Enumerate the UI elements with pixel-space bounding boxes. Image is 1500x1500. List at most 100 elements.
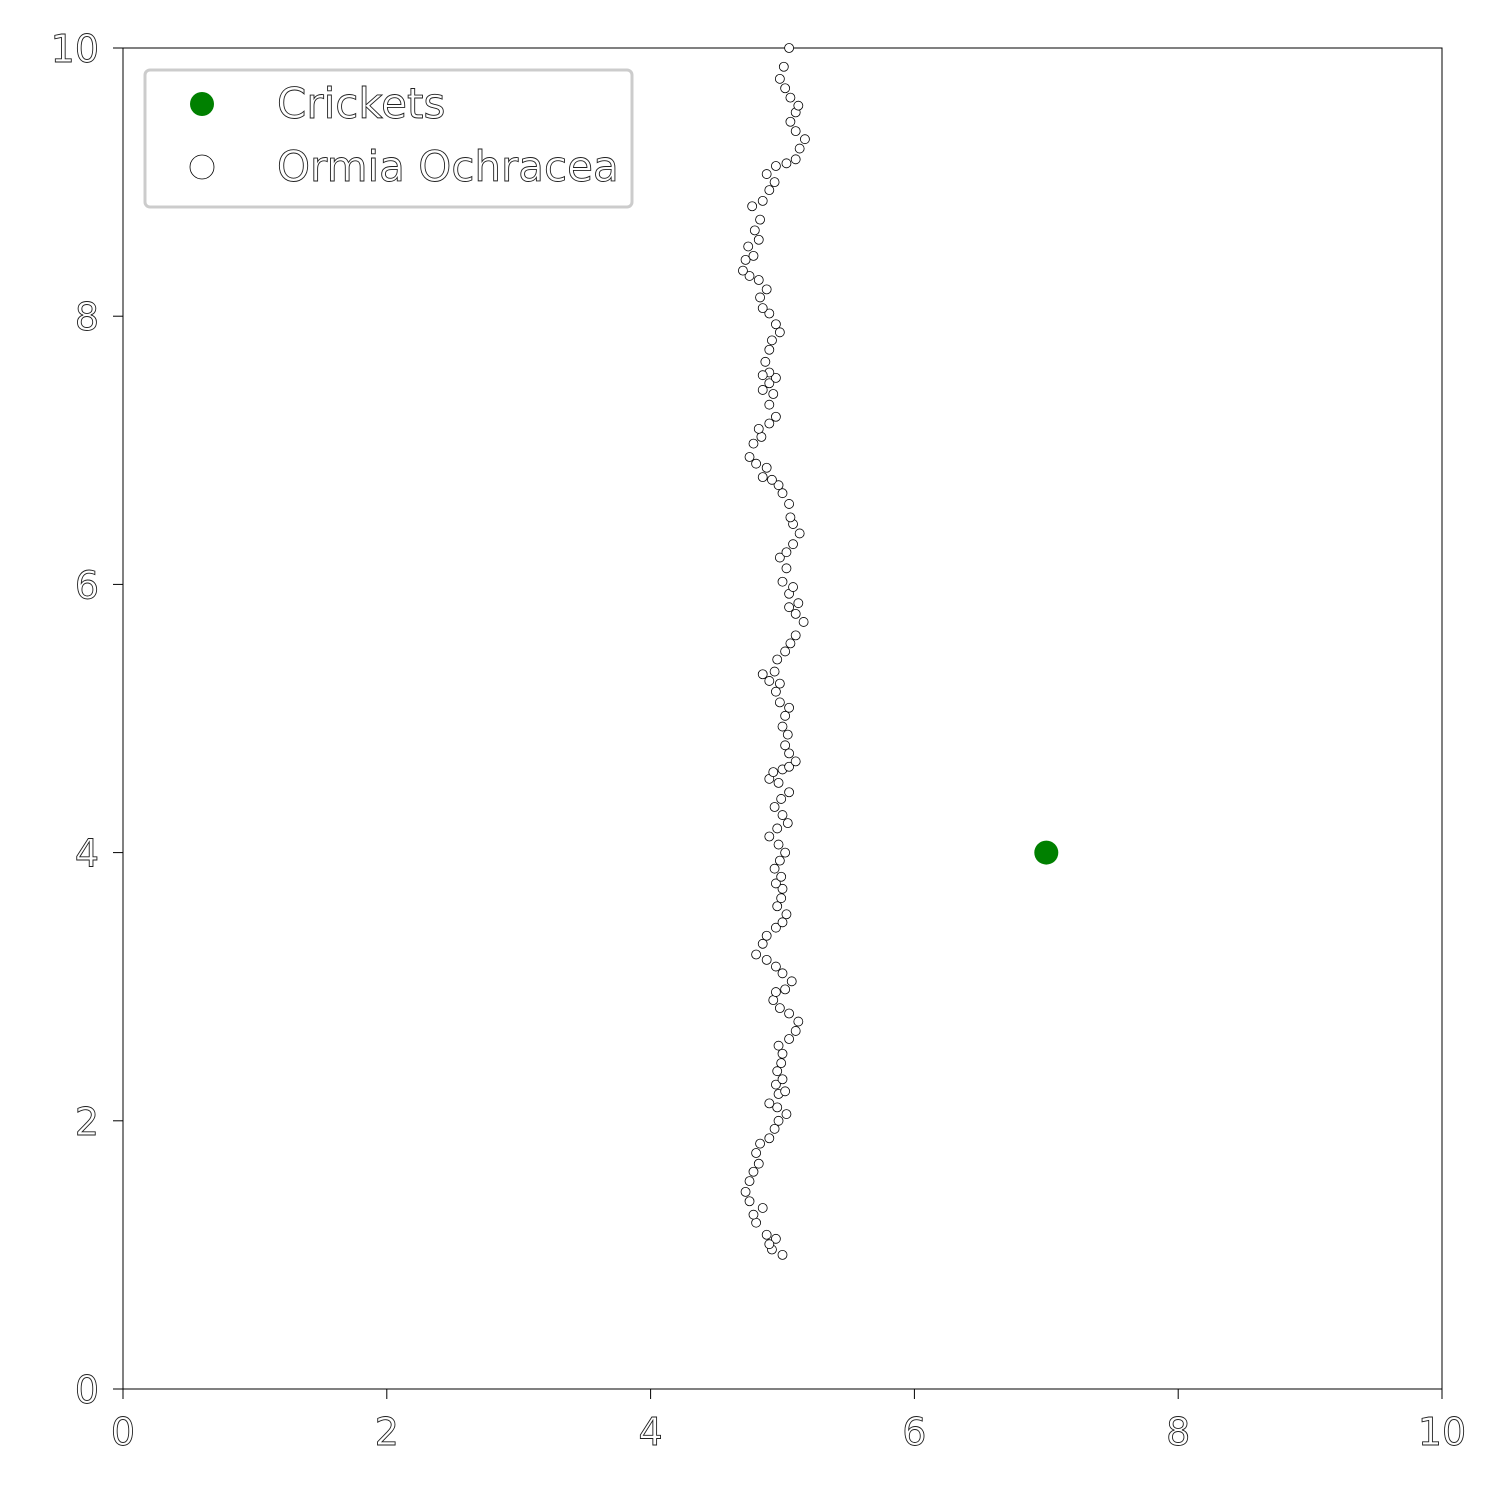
ormia-point-65 — [768, 767, 779, 778]
ormia-point-33 — [774, 1003, 785, 1014]
ormia-point-135 — [749, 225, 760, 236]
ormia-point-152 — [780, 83, 791, 94]
ormia-point-155 — [784, 43, 794, 53]
ormia-point-120 — [764, 344, 775, 355]
ormia-point-75 — [774, 697, 785, 708]
ormia-point-151 — [785, 92, 796, 103]
x-tick-label-0: 0 — [111, 1410, 135, 1454]
ormia-point-81 — [772, 654, 783, 665]
ormia-point-85 — [798, 617, 809, 627]
ormia-point-20 — [764, 1098, 775, 1109]
ormia-point-55 — [773, 839, 784, 850]
ormia-point-24 — [777, 1074, 788, 1085]
ormia-point-14 — [755, 1138, 765, 1149]
ormia-point-108 — [756, 431, 767, 442]
ormia-point-29 — [784, 1034, 794, 1044]
ormia-point-102 — [767, 474, 777, 485]
ormia-point-105 — [751, 458, 762, 469]
ormia-point-121 — [767, 335, 777, 346]
ormia-point-9 — [740, 1186, 751, 1197]
ormia-point-46 — [781, 909, 792, 920]
ormia-point-87 — [793, 598, 804, 609]
ormia-point-140 — [769, 177, 780, 188]
ormia-point-63 — [773, 777, 784, 788]
ormia-point-27 — [777, 1048, 788, 1059]
ormia-point-100 — [777, 488, 788, 499]
ormia-point-15 — [764, 1133, 775, 1144]
legend-label-crickets: Crickets — [277, 79, 445, 128]
ormia-point-42 — [757, 938, 768, 949]
ormia-point-35 — [771, 987, 781, 997]
ormia-point-50 — [771, 878, 781, 889]
ormia-point-54 — [780, 847, 791, 858]
ormia-point-39 — [771, 961, 781, 972]
ormia-point-119 — [760, 356, 771, 367]
ormia-point-146 — [800, 134, 810, 145]
ormia-point-60 — [769, 802, 780, 812]
ormia-point-109 — [753, 423, 764, 434]
ormia-point-45 — [777, 917, 788, 928]
ormia-point-47 — [772, 901, 783, 912]
ormia-point-73 — [780, 710, 791, 721]
ormia-point-31 — [793, 1016, 804, 1027]
ormia-point-127 — [761, 284, 772, 295]
ormia-point-101 — [773, 480, 784, 491]
ormia-point-40 — [761, 954, 772, 965]
ormia-point-98 — [785, 512, 796, 523]
ormia-point-44 — [771, 922, 781, 933]
x-tick-label-2: 4 — [639, 1410, 663, 1454]
ormia-point-129 — [744, 271, 755, 281]
ormia-point-93 — [774, 552, 785, 563]
ormia-point-90 — [788, 582, 798, 592]
ormia-point-8 — [744, 1196, 755, 1207]
legend-box — [143, 68, 634, 209]
ormia-point-104 — [761, 462, 772, 473]
ormia-point-67 — [784, 761, 794, 772]
ormia-point-62 — [784, 787, 794, 798]
ormia-point-110 — [764, 418, 775, 429]
ormia-point-76 — [771, 686, 781, 697]
ormia-point-43 — [761, 930, 772, 941]
ormia-point-91 — [777, 576, 788, 587]
ormia-point-70 — [780, 740, 791, 751]
ormia-point-51 — [776, 871, 787, 882]
ormia-point-143 — [781, 158, 792, 169]
ormia-point-74 — [784, 702, 794, 713]
ormia-point-82 — [780, 646, 791, 657]
ormia-point-23 — [771, 1079, 781, 1090]
ormia-point-118 — [757, 370, 768, 381]
ormia-point-48 — [776, 893, 787, 904]
ormia-point-136 — [755, 214, 765, 225]
ormia-point-78 — [764, 676, 775, 686]
ormia-point-36 — [780, 984, 791, 995]
ormia-point-113 — [768, 389, 779, 399]
ormia-point-112 — [764, 399, 775, 410]
ormia-point-17 — [773, 1115, 784, 1126]
axis-ticks: 0 2 4 6 8 10 0 2 4 6 8 10 — [50, 27, 1466, 1455]
ormia-point-56 — [764, 831, 775, 842]
ormia-point-49 — [777, 883, 788, 894]
ormia-point-111 — [771, 411, 781, 422]
ormia-point-30 — [790, 1026, 801, 1036]
ormia-point-103 — [757, 472, 768, 483]
ormia-point-80 — [757, 669, 768, 680]
cricket-point-0 — [1034, 840, 1059, 865]
data-points — [374, 43, 1059, 1260]
ormia-point-147 — [790, 126, 801, 137]
ormia-point-32 — [784, 1008, 794, 1019]
ormia-point-11 — [748, 1166, 759, 1177]
ormia-point-138 — [757, 195, 768, 206]
ormia-point-154 — [778, 61, 789, 72]
ormia-point-107 — [748, 438, 759, 449]
legend-marker-ormia-ochracea — [189, 154, 215, 180]
ormia-point-142 — [771, 161, 781, 171]
ormia-point-95 — [788, 539, 798, 550]
x-tick-label-3: 6 — [902, 1410, 926, 1454]
ormia-point-25 — [772, 1066, 783, 1077]
ormia-point-134 — [753, 234, 764, 245]
ormia-point-72 — [777, 721, 788, 732]
ormia-point-141 — [761, 169, 772, 179]
ormia-point-6 — [757, 1203, 768, 1213]
ormia-point-84 — [790, 630, 801, 641]
